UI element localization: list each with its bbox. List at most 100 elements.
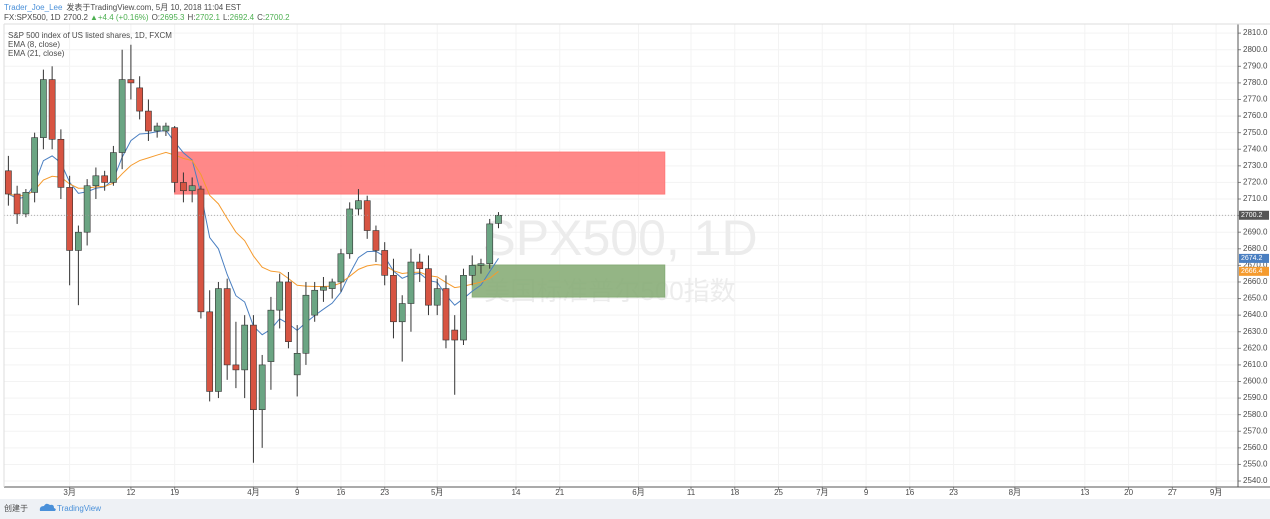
y-tick-label: 2590.0 (1243, 393, 1268, 402)
candle-body (328, 281, 336, 289)
candle-body (136, 87, 144, 112)
x-tick-label: 7月 (816, 488, 828, 497)
x-tick-label: 9 (295, 488, 300, 497)
candle-body (337, 253, 345, 283)
candle-body (293, 352, 301, 376)
footer-brand[interactable]: TradingView (57, 504, 101, 513)
y-tick-label: 2630.0 (1243, 327, 1268, 336)
x-tick-label: 5月 (431, 488, 443, 497)
x-tick-label: 14 (512, 488, 521, 497)
x-tick-label: 19 (170, 488, 179, 497)
candle-body (416, 261, 424, 269)
y-tick-label: 2620.0 (1243, 343, 1268, 352)
header-line-2: FX:SPX500, 1D 2700.2 ▲+4.4 (+0.16%) O:2695.… (4, 13, 290, 22)
x-tick-label: 16 (336, 488, 345, 497)
zone (174, 151, 666, 195)
legend-entry: EMA (8, close) (8, 40, 60, 49)
x-tick-label: 20 (1124, 488, 1133, 497)
candle-body (460, 275, 467, 341)
candle-body (486, 223, 494, 265)
candle-body (13, 193, 21, 215)
last-price-label: 2700.2 (1241, 212, 1263, 219)
candle-body (372, 230, 380, 251)
candle-body (215, 288, 222, 392)
close-value: 2700.2 (265, 13, 290, 22)
x-tick-label: 21 (555, 488, 564, 497)
x-tick-label: 23 (949, 488, 958, 497)
candle-body (48, 79, 56, 140)
y-tick-label: 2800.0 (1243, 45, 1268, 54)
x-tick-label: 11 (687, 488, 696, 497)
candle-body (92, 175, 100, 187)
candle-body (197, 188, 205, 313)
candle-body (250, 324, 257, 410)
watermark: SPX500, 1D (482, 210, 757, 266)
y-tick-label: 2650.0 (1243, 294, 1268, 303)
candle-body (407, 261, 415, 304)
candle-body (162, 125, 170, 132)
candle-body (477, 263, 485, 266)
last-price: 2700.2 (63, 13, 88, 22)
high-label: H: (188, 13, 196, 22)
candle-body (5, 170, 12, 195)
x-tick-label: 12 (126, 488, 135, 497)
candle-body (241, 324, 249, 371)
x-tick-label: 9 (864, 488, 869, 497)
x-tick-label: 27 (1168, 488, 1177, 497)
candle-body (302, 294, 310, 354)
candle-body (442, 288, 450, 341)
candle-body (267, 309, 275, 362)
x-tick-label: 16 (905, 488, 914, 497)
candle-body (390, 275, 397, 323)
candle-body (355, 200, 362, 210)
candle-body (171, 127, 179, 183)
y-tick-label: 2660.0 (1243, 277, 1268, 286)
y-tick-label: 2730.0 (1243, 161, 1268, 170)
footer-created: 创建于 (4, 503, 28, 513)
x-tick-label: 18 (730, 488, 739, 497)
y-tick-label: 2670.0 (1243, 260, 1268, 269)
last-price-label-box (1239, 210, 1269, 220)
candle-body (180, 182, 187, 192)
candle-body (451, 329, 459, 341)
candle-body (83, 185, 91, 233)
y-tick-label: 2640.0 (1243, 310, 1268, 319)
close-label: C: (257, 13, 265, 22)
y-tick-label: 2560.0 (1243, 443, 1268, 452)
candle-body (188, 185, 196, 192)
candle-body (75, 231, 82, 251)
candle-body (110, 152, 117, 183)
x-tick-label: 6月 (632, 488, 644, 497)
candle-body (118, 79, 126, 153)
x-tick-label: 23 (380, 488, 389, 497)
ema-price-label: 2666.4 (1241, 268, 1263, 275)
y-tick-label: 2610.0 (1243, 360, 1268, 369)
y-tick-label: 2690.0 (1243, 227, 1268, 236)
candle-body (381, 250, 389, 276)
header-line-1: Trader_Joe_Lee 发表于TradingView.com, 5月 10,… (4, 2, 241, 12)
candle-body (153, 125, 161, 132)
candle-body (57, 138, 65, 188)
open-label: O: (152, 13, 160, 22)
candle-body (145, 110, 152, 132)
ema-price-label-box (1239, 253, 1269, 263)
candle-body (206, 311, 214, 392)
y-tick-label: 2540.0 (1243, 476, 1268, 485)
x-tick-label: 8月 (1009, 488, 1021, 497)
legend-title: S&P 500 index of US listed shares, 1D, F… (8, 31, 172, 40)
candle-body (346, 208, 354, 255)
y-tick-label: 2740.0 (1243, 144, 1268, 153)
y-tick-label: 2570.0 (1243, 426, 1268, 435)
candle-body (22, 192, 30, 215)
candle-body (127, 79, 135, 84)
author: Trader_Joe_Lee (4, 3, 63, 12)
x-tick-label: 25 (774, 488, 783, 497)
candle-body (468, 265, 476, 276)
candle-body (40, 79, 47, 138)
y-tick-label: 2710.0 (1243, 194, 1268, 203)
footer-bar (0, 499, 1270, 519)
candle-body (320, 286, 327, 291)
y-tick-label: 2750.0 (1243, 128, 1268, 137)
